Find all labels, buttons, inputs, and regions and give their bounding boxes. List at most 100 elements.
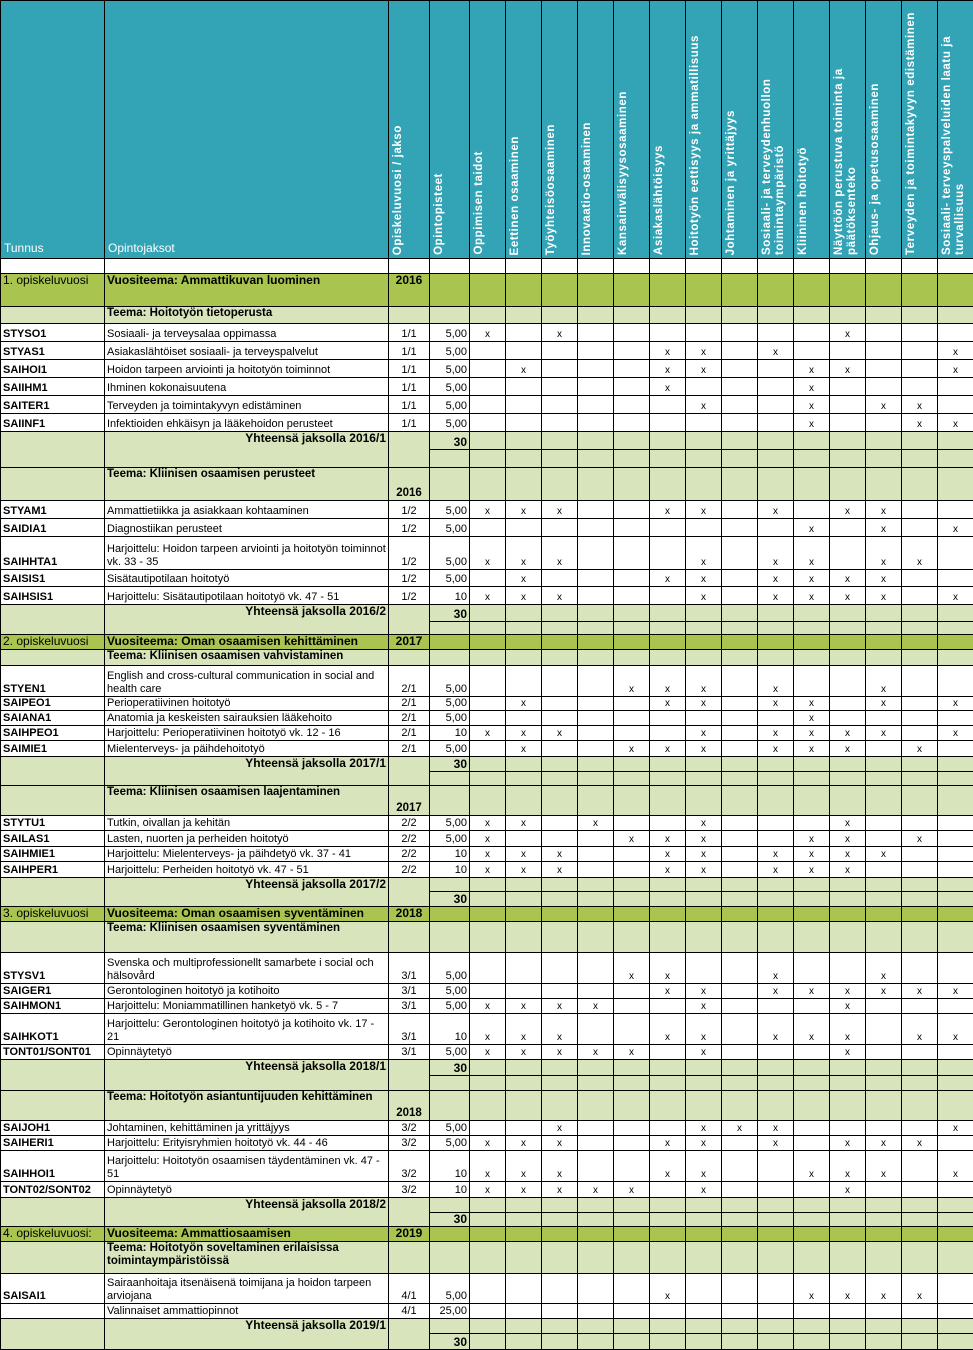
- course-name: Opinnäytetyö: [105, 1182, 389, 1198]
- competency-mark: x: [614, 953, 650, 984]
- competency-mark: [758, 1274, 794, 1304]
- competency-mark: [902, 711, 938, 726]
- empty-cell: [686, 259, 722, 274]
- course-period: 1/2: [389, 537, 430, 570]
- competency-mark: x: [794, 1274, 830, 1304]
- theme-cell: [938, 1242, 973, 1274]
- competency-mark: [938, 741, 973, 757]
- competency-mark: x: [686, 1045, 722, 1060]
- competency-mark: x: [830, 324, 866, 342]
- competency-mark: x: [830, 1014, 866, 1045]
- year-cell: [650, 1227, 686, 1242]
- competency-mark: [542, 1304, 578, 1319]
- competency-mark: x: [506, 360, 542, 378]
- competency-mark: [866, 816, 902, 831]
- competency-mark: x: [470, 816, 506, 831]
- total-cell: [470, 1334, 506, 1350]
- competency-mark: [794, 1136, 830, 1151]
- total-cell: [830, 1319, 866, 1334]
- total-cell: [830, 1076, 866, 1091]
- competency-mark: x: [542, 847, 578, 862]
- total-cell: [686, 1076, 722, 1091]
- total-cell: [902, 605, 938, 622]
- total-cell: [830, 892, 866, 907]
- course-credits: 5,00: [430, 1136, 470, 1151]
- course-code: TONT01/SONT01: [1, 1045, 105, 1060]
- theme-title: Teema: Hoitotyön soveltaminen erilaisiss…: [105, 1242, 389, 1274]
- competency-mark: x: [866, 953, 902, 984]
- total-credits: [430, 878, 470, 892]
- theme-cell: [686, 786, 722, 816]
- theme-cell: [686, 922, 722, 953]
- competency-mark: [902, 847, 938, 862]
- year-cell: [470, 1227, 506, 1242]
- total-cell: [470, 892, 506, 907]
- competency-mark: x: [830, 816, 866, 831]
- total-cell: [830, 1060, 866, 1076]
- total-cell: [830, 1198, 866, 1213]
- theme-cell: [614, 468, 650, 501]
- total-credits: [430, 622, 470, 635]
- competency-mark: [650, 519, 686, 537]
- competency-mark: [578, 1121, 614, 1136]
- year-theme: Vuositeema: Oman osaamisen kehittäminen: [105, 635, 389, 650]
- course-period: 2/2: [389, 862, 430, 878]
- total-cell: [542, 878, 578, 892]
- competency-mark: [938, 396, 973, 414]
- competency-mark: [470, 414, 506, 432]
- total-cell: [470, 1060, 506, 1076]
- competency-mark: x: [542, 537, 578, 570]
- total-cell: [722, 1334, 758, 1350]
- competency-mark: x: [614, 831, 650, 847]
- theme-cell: [650, 650, 686, 666]
- theme-cell: [430, 1091, 470, 1121]
- year-cell: [758, 907, 794, 922]
- competency-mark: [578, 1014, 614, 1045]
- competency-mark: [614, 324, 650, 342]
- course-code: SAIHMON1: [1, 999, 105, 1014]
- competency-mark: [866, 1182, 902, 1198]
- competency-mark: x: [866, 570, 902, 587]
- total-cell: [830, 450, 866, 468]
- competency-mark: [794, 1121, 830, 1136]
- competency-mark: [902, 862, 938, 878]
- competency-mark: x: [470, 537, 506, 570]
- total-cell: [650, 892, 686, 907]
- course-code: SAIHSIS1: [1, 587, 105, 605]
- total-cell: [794, 1319, 830, 1334]
- competency-mark: x: [938, 726, 973, 741]
- competency-mark: x: [830, 570, 866, 587]
- competency-mark: [614, 1014, 650, 1045]
- course-code: SAIHHOI1: [1, 1151, 105, 1182]
- competency-mark: [614, 360, 650, 378]
- total-cell: [794, 605, 830, 622]
- total-cell: [866, 892, 902, 907]
- header-competency-label: Oppimisen taidot: [473, 151, 486, 255]
- study-year-label: 2. opiskeluvuosi: [1, 635, 105, 650]
- empty-cell: [1, 757, 105, 786]
- competency-mark: x: [866, 666, 902, 697]
- total-cell: [722, 1076, 758, 1091]
- competency-mark: [902, 1182, 938, 1198]
- total-cell: [938, 432, 973, 450]
- year-cell: [830, 635, 866, 650]
- competency-mark: [938, 666, 973, 697]
- course-credits: 5,00: [430, 984, 470, 999]
- competency-mark: x: [542, 587, 578, 605]
- competency-mark: [470, 396, 506, 414]
- total-cell: [938, 1060, 973, 1076]
- year-cell: [758, 1227, 794, 1242]
- competency-mark: [938, 1304, 973, 1319]
- competency-mark: [470, 570, 506, 587]
- competency-mark: [722, 1136, 758, 1151]
- total-cell: [758, 450, 794, 468]
- empty-cell: [389, 432, 430, 468]
- total-cell: [938, 772, 973, 786]
- theme-cell: [866, 922, 902, 953]
- competency-mark: x: [794, 570, 830, 587]
- total-cell: [722, 757, 758, 772]
